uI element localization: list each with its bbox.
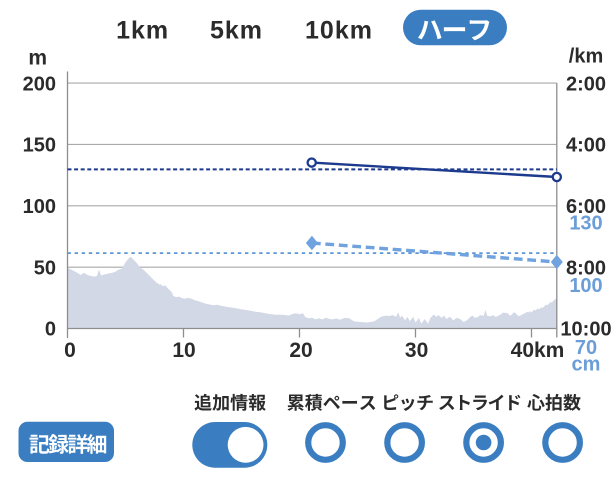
svg-text:10km: 10km bbox=[305, 17, 373, 45]
svg-text:30: 30 bbox=[405, 339, 428, 362]
svg-text:0: 0 bbox=[45, 319, 56, 341]
svg-text:0: 0 bbox=[64, 339, 76, 362]
svg-text:2:00: 2:00 bbox=[566, 73, 606, 95]
svg-text:130: 130 bbox=[569, 212, 602, 234]
svg-text:8:00: 8:00 bbox=[566, 257, 606, 279]
svg-text:70: 70 bbox=[575, 337, 597, 359]
svg-text:200: 200 bbox=[23, 73, 56, 95]
svg-text:100: 100 bbox=[23, 196, 56, 218]
svg-text:10:00: 10:00 bbox=[560, 319, 611, 341]
svg-text:40km: 40km bbox=[511, 339, 565, 362]
svg-text:10: 10 bbox=[172, 339, 195, 362]
svg-text:100: 100 bbox=[569, 275, 602, 297]
svg-text:/km: /km bbox=[569, 46, 603, 68]
svg-text:cm: cm bbox=[572, 354, 601, 376]
svg-text:20: 20 bbox=[289, 339, 312, 362]
svg-text:1km: 1km bbox=[116, 17, 169, 45]
svg-text:4:00: 4:00 bbox=[566, 135, 606, 157]
svg-text:6:00: 6:00 bbox=[566, 196, 606, 218]
svg-text:m: m bbox=[28, 47, 47, 70]
svg-text:5km: 5km bbox=[210, 17, 263, 45]
svg-text:50: 50 bbox=[34, 257, 56, 279]
svg-text:150: 150 bbox=[23, 135, 56, 157]
